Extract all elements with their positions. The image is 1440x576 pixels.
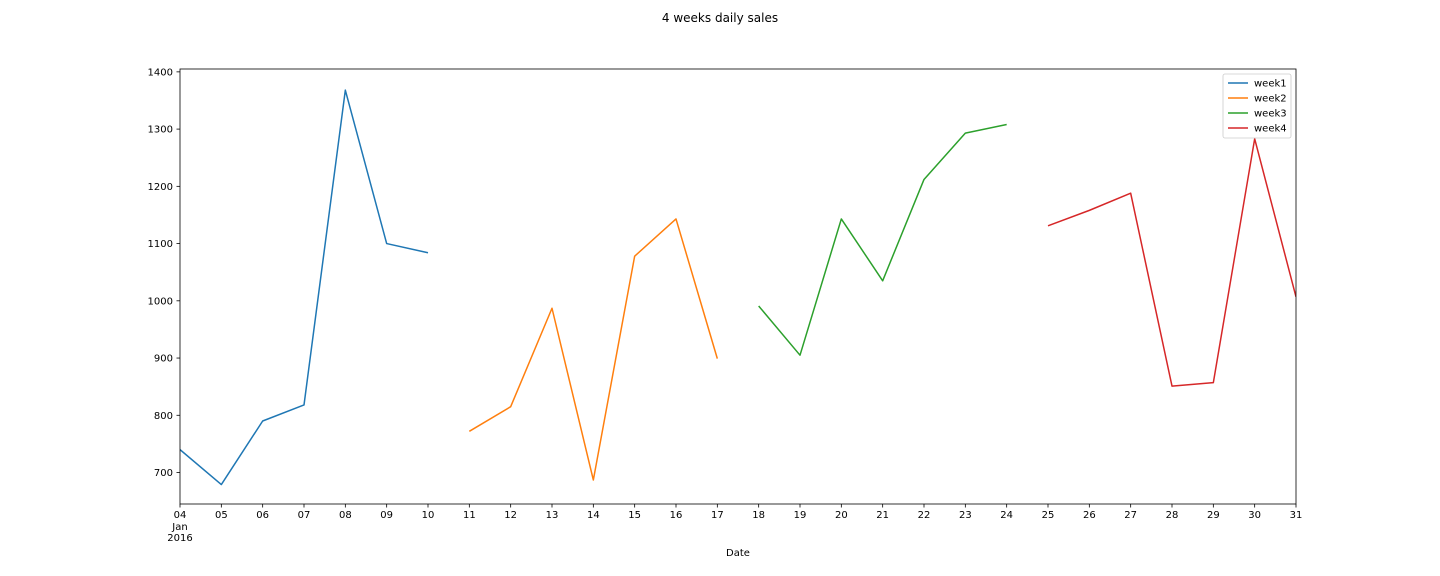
y-tick-label: 1200 bbox=[148, 182, 173, 193]
legend-label-4: week4 bbox=[1254, 124, 1287, 135]
x-tick-label: 23 bbox=[959, 510, 972, 521]
x-tick-label: 22 bbox=[918, 510, 931, 521]
plot-area bbox=[180, 69, 1296, 504]
x-tick-sublabel: Jan bbox=[171, 522, 187, 533]
x-tick-label: 20 bbox=[835, 510, 848, 521]
y-tick-label: 1100 bbox=[148, 239, 173, 250]
series-line-2 bbox=[468, 218, 719, 481]
x-axis: 04 05 06 07 08 09 10 11 12 13 14 15 16 17 18 19 20 21 22 23… bbox=[167, 504, 1302, 544]
legend: week1 week2 week3 week4 bbox=[1222, 73, 1292, 139]
legend-box bbox=[1222, 73, 1292, 139]
y-tick-label: 700 bbox=[154, 468, 173, 479]
x-tick-label: 07 bbox=[298, 510, 311, 521]
x-tick-label: 08 bbox=[339, 510, 352, 521]
series-line-1 bbox=[180, 89, 429, 486]
x-tick-label: 30 bbox=[1248, 510, 1261, 521]
x-tick-label: 21 bbox=[876, 510, 889, 521]
x-tick-label: 06 bbox=[256, 510, 269, 521]
legend-label-2: week2 bbox=[1254, 94, 1287, 105]
x-tick-label: 11 bbox=[463, 510, 476, 521]
x-tick-label: 19 bbox=[794, 510, 807, 521]
x-tick-label: 18 bbox=[752, 510, 765, 521]
x-tick-label: 24 bbox=[1000, 510, 1013, 521]
plot-frame bbox=[179, 68, 1297, 505]
legend-label-1: week1 bbox=[1254, 79, 1287, 90]
x-tick-label: 25 bbox=[1042, 510, 1055, 521]
x-tick-label: 12 bbox=[504, 510, 517, 521]
y-axis: 700 800 900 1000 1100 1200 1300 1400 bbox=[148, 67, 180, 479]
x-tick-label: 15 bbox=[628, 510, 641, 521]
x-tick-label: 17 bbox=[711, 510, 724, 521]
x-tick-label: 05 bbox=[215, 510, 228, 521]
series-line-3 bbox=[758, 123, 1007, 356]
x-tick-label: 26 bbox=[1083, 510, 1096, 521]
x-tick-label: 14 bbox=[587, 510, 600, 521]
x-tick-label: 13 bbox=[546, 510, 559, 521]
x-tick-label: 09 bbox=[380, 510, 393, 521]
x-tick-label: 04 bbox=[174, 510, 187, 521]
y-tick-label: 800 bbox=[154, 411, 173, 422]
x-tick-label: 29 bbox=[1207, 510, 1220, 521]
y-tick-label: 900 bbox=[154, 354, 173, 365]
y-tick-label: 1000 bbox=[148, 296, 173, 307]
x-tick-label: 10 bbox=[422, 510, 435, 521]
x-tick-label: 28 bbox=[1166, 510, 1179, 521]
legend-label-3: week3 bbox=[1254, 109, 1287, 120]
chart-title: 4 weeks daily sales bbox=[662, 11, 778, 25]
series-layer bbox=[180, 89, 1296, 486]
x-tick-label: 27 bbox=[1124, 510, 1137, 521]
x-tick-label: 31 bbox=[1290, 510, 1303, 521]
x-tick-sublabel: 2016 bbox=[167, 533, 192, 544]
y-tick-label: 1400 bbox=[148, 67, 173, 78]
x-axis-label: Date bbox=[726, 548, 750, 559]
series-line-4 bbox=[1047, 138, 1296, 387]
y-tick-label: 1300 bbox=[148, 125, 173, 136]
x-tick-label: 16 bbox=[670, 510, 683, 521]
